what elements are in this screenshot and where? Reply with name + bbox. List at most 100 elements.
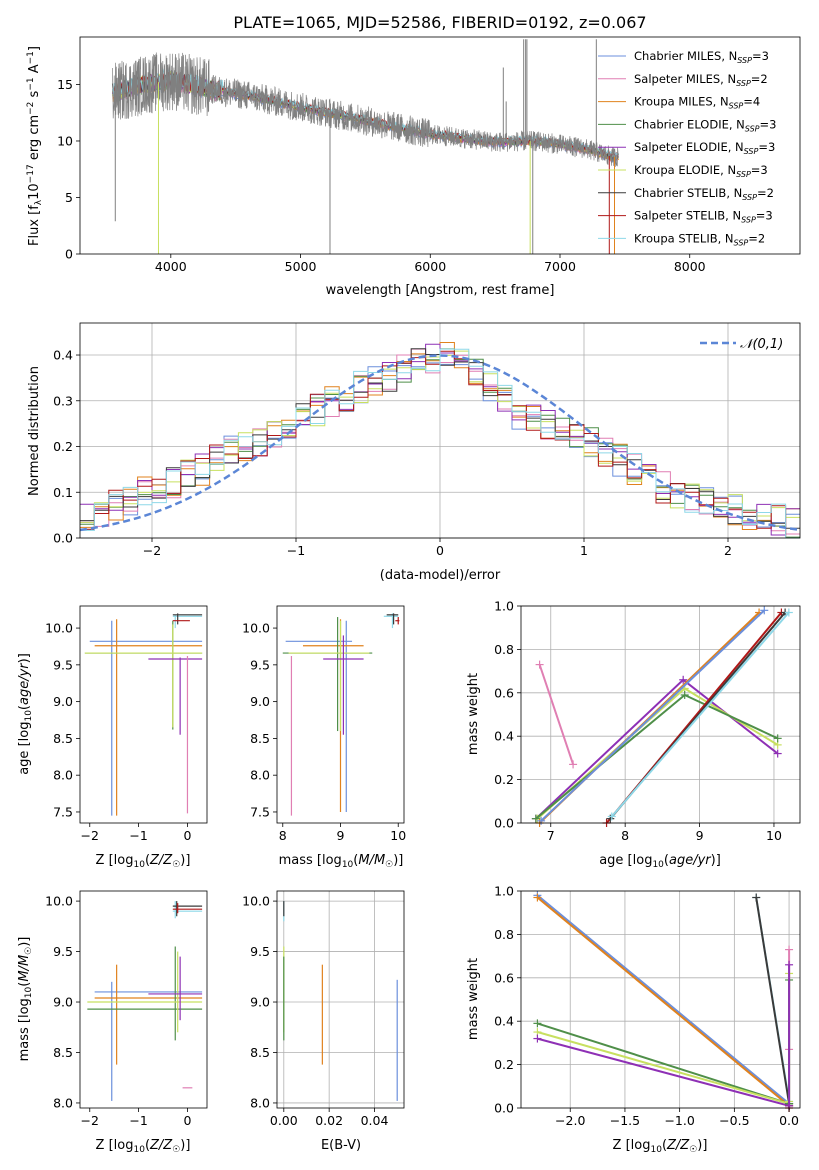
weight-vs-metallicity-panel: −2.0 −1.5 −1.0 −0.5 0.0 0.0 0.2 0.4 0.6 0.8 1.0 Z …: [466, 884, 801, 1155]
mass-vs-metallicity-ylabel: mass [log10(M/M☉)]: [17, 937, 34, 1062]
y-tick-label: 0.2: [53, 439, 73, 454]
legend-label: Salpeter MILES, NSSP=2: [634, 72, 768, 88]
weight-vs-age-ylabel: mass weight: [466, 673, 481, 755]
spectrum-panel: 4000 5000 6000 7000 8000 0 5 10 15 wavelength [A…: [26, 36, 801, 298]
y-tick-label: 9.0: [53, 694, 73, 709]
mass-vs-metallicity-axes: [79, 890, 208, 1109]
age-vs-mass-xlabel: mass [log10(M/M☉)]: [279, 853, 404, 870]
y-tick-label: 9.5: [250, 657, 270, 672]
x-tick-label: −1: [287, 543, 305, 558]
gaussian-legend-label: 𝒩(0,1): [740, 337, 783, 352]
x-tick-label: −1: [129, 1113, 147, 1128]
y-tick-label: 1.0: [494, 599, 514, 614]
y-tick-label: 10.0: [242, 894, 270, 909]
spectrum-ylabel: Flux [fλ10−17 erg cm−2 s−1 A−1]: [26, 46, 44, 246]
weight-vs-age-panel: 7 8 9 10 0.0 0.2 0.4 0.6 0.8 1.0 age [log10(age/y…: [466, 599, 801, 870]
y-tick-label: 0: [65, 247, 73, 262]
legend-label: Salpeter STELIB, NSSP=3: [634, 209, 773, 225]
y-tick-label: 7.5: [53, 804, 73, 819]
gaussian-curve: [79, 354, 801, 532]
y-tick-label: 0.4: [53, 348, 73, 363]
x-tick-label: −0.5: [719, 1113, 749, 1128]
x-tick-label: 8000: [674, 259, 706, 274]
y-tick-label: 8.5: [250, 731, 270, 746]
y-tick-label: 9.0: [250, 694, 270, 709]
weight-vs-metallicity-ylabel: mass weight: [466, 958, 481, 1040]
weight-vs-metallicity-xlabel: Z [log10(Z/Z☉)]: [613, 1138, 708, 1155]
x-tick-label: 4000: [155, 259, 187, 274]
x-tick-label: 10: [390, 828, 406, 843]
x-tick-label: 0.0: [779, 1113, 799, 1128]
y-tick-label: 1.0: [494, 884, 514, 899]
y-tick-label: 9.5: [53, 657, 73, 672]
legend-label: Kroupa ELODIE, NSSP=3: [634, 163, 768, 179]
residual-histogram-step: [80, 348, 800, 539]
weight-vs-metallicity-axes: [520, 890, 801, 1109]
x-tick-label: 0: [436, 543, 444, 558]
x-tick-label: 2: [724, 543, 732, 558]
age-vs-mass-panel: 8 9 10 7.5 8.0 8.5 9.0 9.5 10.0 mass [log10(M/M☉…: [242, 605, 406, 870]
y-tick-label: 10.0: [45, 894, 73, 909]
mass-vs-extinction-panel: 0.00 0.02 0.04 8.0 8.5 9.0 9.5 10.0 E(B-V): [242, 890, 405, 1153]
y-tick-label: 0.0: [494, 816, 514, 831]
legend-label: Kroupa STELIB, NSSP=2: [634, 231, 765, 247]
x-tick-label: −1: [129, 828, 147, 843]
x-tick-label: −1.0: [664, 1113, 694, 1128]
y-tick-label: 8.0: [53, 1095, 73, 1110]
y-tick-label: 10.0: [45, 621, 73, 636]
y-tick-label: 0.2: [494, 772, 514, 787]
x-tick-label: −2: [81, 828, 99, 843]
histogram-legend: 𝒩(0,1): [700, 337, 783, 352]
x-tick-label: 9: [696, 828, 704, 843]
age-vs-metallicity-xlabel: Z [log10(Z/Z☉)]: [96, 853, 191, 870]
x-tick-label: 0: [183, 1113, 191, 1128]
y-tick-label: 9.0: [53, 995, 73, 1010]
legend-label: Salpeter ELODIE, NSSP=3: [634, 140, 775, 156]
legend-label: Chabrier ELODIE, NSSP=3: [634, 117, 776, 133]
x-tick-label: 8: [621, 828, 629, 843]
x-tick-label: 6000: [414, 259, 446, 274]
weight-age-series-line: [538, 664, 575, 765]
y-tick-label: 0.6: [494, 970, 514, 985]
y-tick-label: 8.0: [250, 768, 270, 783]
y-tick-label: 9.5: [250, 944, 270, 959]
y-tick-label: 8.0: [250, 1095, 270, 1110]
y-tick-label: 0.2: [494, 1057, 514, 1072]
x-tick-label: 0: [183, 828, 191, 843]
x-tick-label: 1: [580, 543, 588, 558]
weight-age-series-line: [611, 611, 790, 818]
x-tick-label: 0.04: [361, 1113, 389, 1128]
x-tick-label: 9: [337, 828, 345, 843]
x-tick-label: 10: [766, 828, 782, 843]
y-tick-label: 0.1: [53, 485, 73, 500]
age-vs-metallicity-panel: −2 −1 0 7.5 8.0 8.5 9.0 9.5 10.0 Z [log10(Z/Z☉)]…: [17, 605, 208, 870]
spectrum-axes: [79, 36, 801, 255]
y-tick-label: 10.0: [242, 621, 270, 636]
y-tick-label: 0.8: [494, 642, 514, 657]
mass-vs-metallicity-xlabel: Z [log10(Z/Z☉)]: [96, 1138, 191, 1155]
y-tick-label: 9.0: [250, 995, 270, 1010]
spectrum-legend: Chabrier MILES, NSSP=3 Salpeter MILES, NS…: [598, 49, 776, 247]
weight-vs-age-axes: [520, 605, 801, 824]
y-tick-label: 7.5: [250, 804, 270, 819]
y-tick-label: 8.5: [53, 1045, 73, 1060]
y-tick-label: 8.0: [53, 768, 73, 783]
weight-metallicity-series-line: [536, 896, 790, 1107]
weight-metallicity-series-line: [537, 1031, 790, 1105]
residual-histogram-panel: −2 −1 0 1 2 0.0 0.1 0.2 0.3 0.4 (data-model)/erro…: [27, 322, 801, 583]
x-tick-label: −2: [143, 543, 161, 558]
x-tick-label: −2.0: [555, 1113, 585, 1128]
x-tick-label: 0.00: [270, 1113, 298, 1128]
y-tick-label: 0.4: [494, 1014, 514, 1029]
figure-title: PLATE=1065, MJD=52586, FIBERID=0192, z=0…: [233, 13, 646, 32]
y-tick-label: 10: [57, 133, 73, 148]
weight-age-series-line: [540, 609, 765, 822]
observed-spectrum-line: [112, 52, 619, 167]
y-tick-label: 0.8: [494, 927, 514, 942]
x-tick-label: 0.02: [315, 1113, 343, 1128]
y-tick-label: 0.0: [53, 531, 73, 546]
y-tick-label: 9.5: [53, 944, 73, 959]
weight-metallicity-series-line: [537, 1037, 790, 1107]
mass-vs-metallicity-panel: −2 −1 0 8.0 8.5 9.0 9.5 10.0 Z [log10(Z/Z☉)] ma…: [17, 890, 208, 1155]
